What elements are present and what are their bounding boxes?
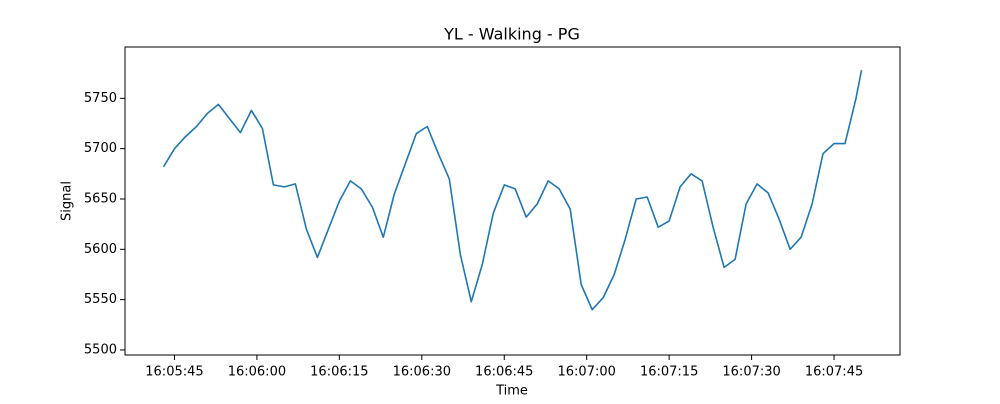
x-tick-label: 16:06:00 — [228, 365, 286, 380]
chart-title: YL - Walking - PG — [443, 25, 580, 44]
x-tick-label: 16:07:30 — [722, 365, 780, 380]
y-axis-label: Signal — [60, 181, 75, 221]
x-tick-label: 16:06:45 — [475, 365, 533, 380]
x-tick-label: 16:07:00 — [558, 365, 616, 380]
x-tick-label: 16:06:30 — [393, 365, 451, 380]
y-tick-label: 5550 — [84, 292, 117, 307]
y-tick-label: 5750 — [84, 91, 117, 106]
x-tick-label: 16:07:45 — [805, 365, 863, 380]
x-tick-label: 16:06:15 — [310, 365, 368, 380]
x-axis-label: Time — [495, 384, 528, 399]
y-tick-label: 5650 — [84, 191, 117, 206]
x-tick-label: 16:07:15 — [640, 365, 698, 380]
x-tick-label: 16:05:45 — [145, 365, 203, 380]
plot-frame — [124, 46, 901, 356]
y-tick-label: 5600 — [84, 242, 117, 257]
y-tick-label: 5700 — [84, 141, 117, 156]
y-tick-label: 5500 — [84, 342, 117, 357]
data-line — [162, 70, 863, 311]
